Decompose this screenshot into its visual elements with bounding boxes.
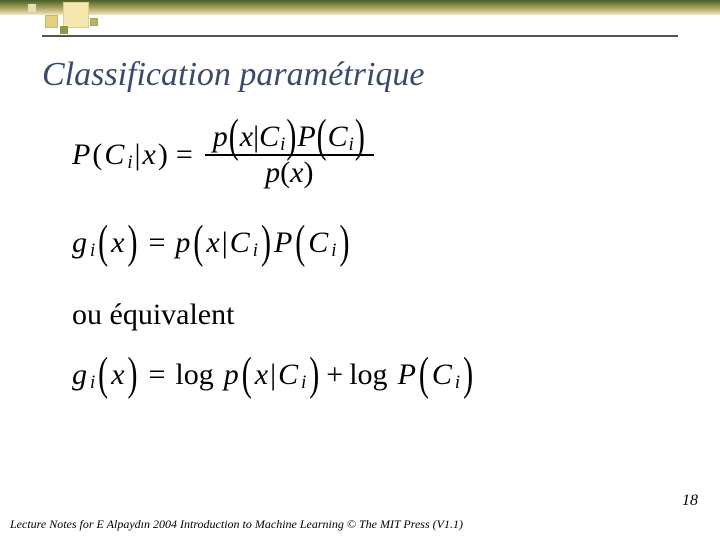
sym-big-lparen: ( [317, 114, 327, 161]
sym-C: C [432, 360, 452, 390]
sym-cond-bar: | [270, 360, 276, 390]
sym-C: C [259, 122, 279, 152]
sym-big-lparen: ( [98, 352, 108, 399]
header-rule [42, 35, 678, 37]
equation-row: g i ( x ) = p ( x | C i ) P ( C i ) [72, 228, 350, 258]
connective-text: ou équivalent [72, 300, 234, 330]
sym-big-rparen: ) [261, 220, 271, 267]
fraction: p ( x | C i ) P ( C i ) p ( x ) [205, 120, 374, 190]
sym-sub-i: i [90, 374, 95, 393]
sym-open-paren: ( [92, 140, 102, 170]
sym-g: g [72, 360, 87, 390]
sym-big-rparen: ) [355, 114, 365, 161]
sym-C: C [328, 122, 348, 152]
fraction-numerator: p ( x | C i ) P ( C i ) [205, 120, 374, 154]
sym-equals: = [149, 228, 166, 258]
sym-g: g [72, 228, 87, 258]
sym-big-lparen: ( [193, 220, 203, 267]
sym-x: x [111, 360, 124, 390]
header-decoration [0, 0, 720, 38]
sym-sub-i: i [280, 136, 285, 155]
sym-equals: = [149, 360, 166, 390]
sym-p: p [213, 122, 228, 152]
sym-P: P [274, 228, 292, 258]
sym-x: x [255, 360, 268, 390]
footer-citation: Lecture Notes for E Alpaydın 2004 Introd… [10, 517, 463, 532]
accent-square-small-dark [60, 26, 68, 34]
equation-bayes: P ( C i | x ) = p ( x | C i ) P ( C i ) [72, 120, 378, 190]
sym-cond-bar: | [222, 228, 228, 258]
sym-C: C [104, 140, 124, 170]
sym-C: C [278, 360, 298, 390]
sym-P: P [72, 140, 90, 170]
accent-square-tiny-1 [28, 4, 36, 12]
sym-big-rparen: ) [128, 220, 138, 267]
sym-C: C [230, 228, 250, 258]
sym-big-rparen: ) [286, 114, 296, 161]
sym-log: log [349, 360, 387, 390]
equation-row: P ( C i | x ) = p ( x | C i ) P ( C i ) [72, 120, 378, 190]
sym-sub-i: i [455, 374, 460, 393]
sym-big-rparen: ) [339, 220, 349, 267]
sym-p: p [224, 360, 239, 390]
sym-big-lparen: ( [295, 220, 305, 267]
sym-x: x [206, 228, 219, 258]
sym-log: log [175, 360, 213, 390]
sym-sub-i: i [349, 136, 354, 155]
sym-x: x [240, 122, 253, 152]
sym-open-paren: ( [280, 158, 290, 188]
sym-C: C [308, 228, 328, 258]
sym-big-lparen: ( [242, 352, 252, 399]
sym-big-lparen: ( [98, 220, 108, 267]
sym-P: P [398, 360, 416, 390]
sym-big-rparen: ) [128, 352, 138, 399]
sym-P: P [297, 122, 315, 152]
sym-p: p [175, 228, 190, 258]
sym-equals: = [176, 140, 193, 170]
sym-sub-i: i [331, 242, 336, 261]
sym-close-paren: ) [158, 140, 168, 170]
equation-discriminant: g i ( x ) = p ( x | C i ) P ( C i ) [72, 228, 350, 258]
sym-big-lparen: ( [229, 114, 239, 161]
sym-big-lparen: ( [419, 352, 429, 399]
sym-big-rparen: ) [309, 352, 319, 399]
header-gradient [0, 0, 720, 15]
sym-sub-i: i [253, 242, 258, 261]
sym-x: x [290, 158, 303, 188]
equation-log-discriminant: g i ( x ) = log p ( x | C i ) + log P ( … [72, 360, 474, 390]
sym-sub-i: i [127, 154, 132, 173]
sym-cond-bar: | [135, 140, 141, 170]
sym-sub-i: i [301, 374, 306, 393]
sym-plus: + [326, 360, 343, 390]
sym-big-rparen: ) [463, 352, 473, 399]
sym-x: x [143, 140, 156, 170]
sym-p: p [265, 158, 280, 188]
accent-square-small-olive [90, 18, 98, 26]
sym-x: x [111, 228, 124, 258]
sym-sub-i: i [90, 242, 95, 261]
equation-row: g i ( x ) = log p ( x | C i ) + log P ( … [72, 360, 474, 390]
page-number: 18 [682, 492, 698, 510]
slide-title: Classification paramétrique [42, 56, 425, 94]
sym-close-paren: ) [303, 158, 313, 188]
accent-square-large [63, 2, 89, 28]
accent-square-med [45, 15, 58, 28]
